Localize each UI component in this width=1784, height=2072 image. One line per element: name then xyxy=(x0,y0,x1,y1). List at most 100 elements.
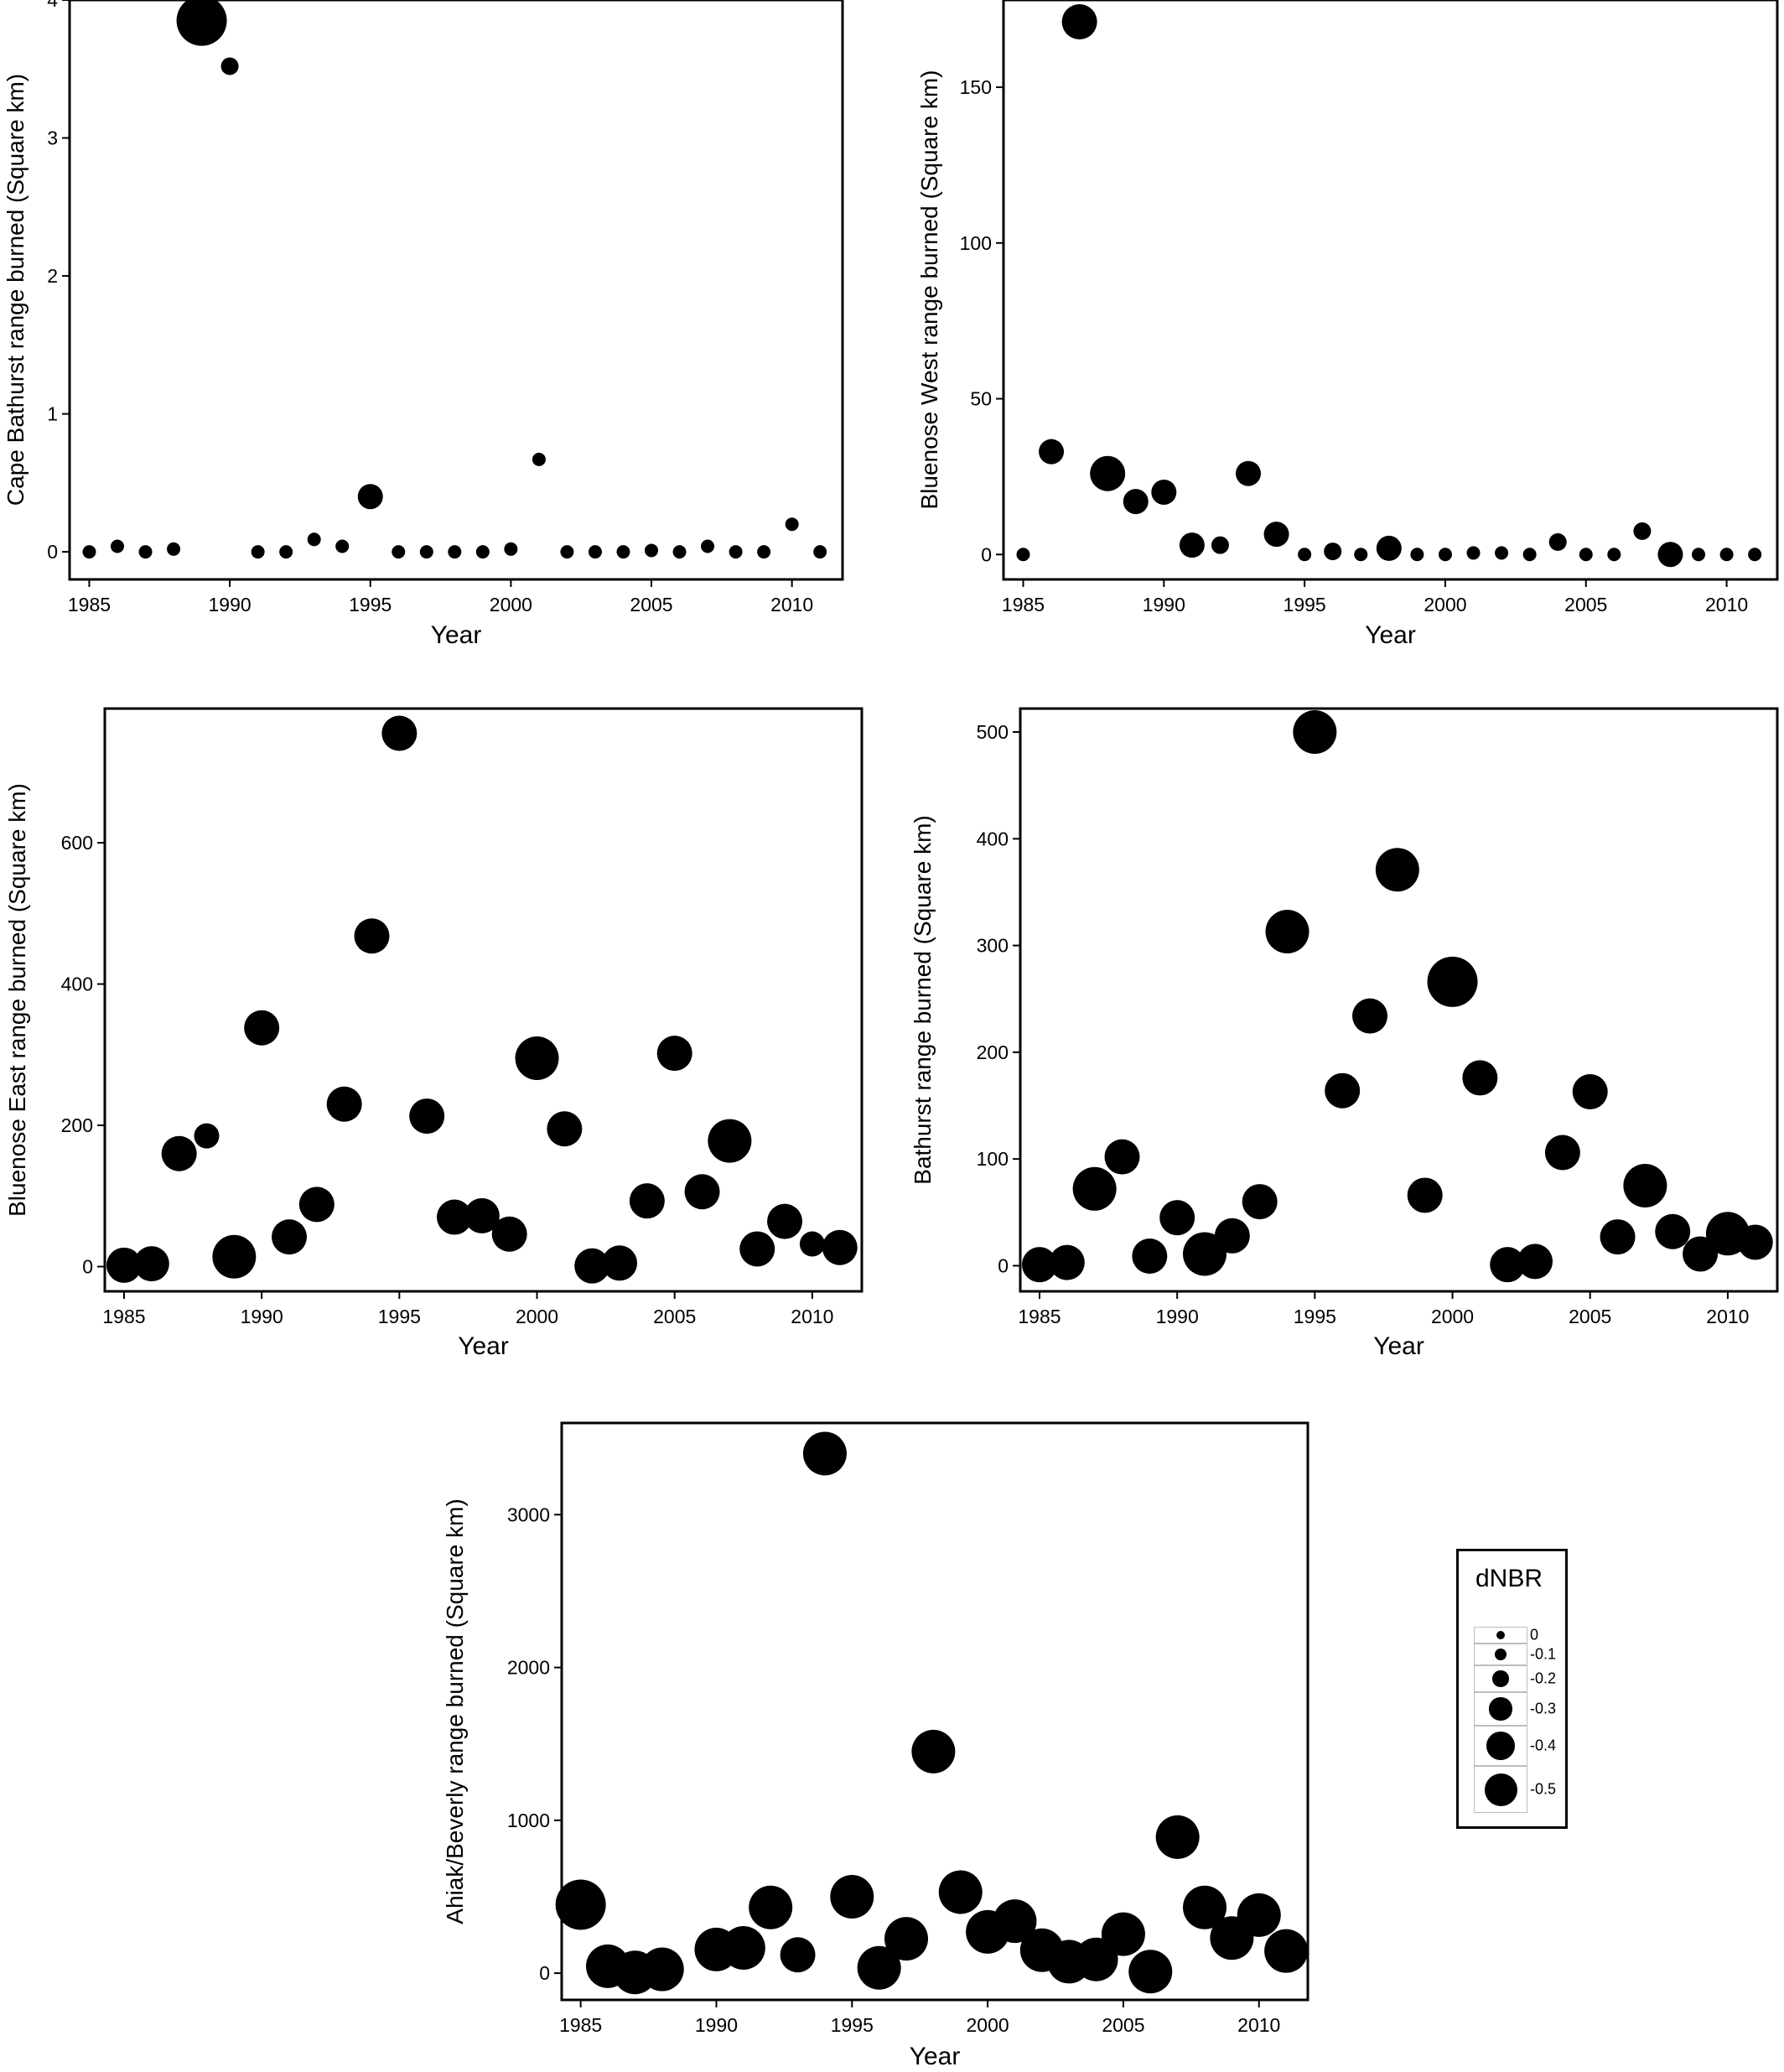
data-point xyxy=(1325,1072,1361,1109)
legend-label: 0 xyxy=(1530,1626,1539,1644)
data-point xyxy=(547,1111,583,1147)
data-point xyxy=(616,545,630,559)
panel-3: 1985 1990 1995 2000 2005 2010 0 200 400 600 Year Bl… xyxy=(4,707,863,1360)
x-tick-label: 1995 xyxy=(349,594,392,615)
data-point xyxy=(645,543,659,558)
x-axis-label: Year xyxy=(1373,1332,1424,1360)
legend-key: -0.3 xyxy=(1474,1692,1556,1726)
y-tick-label: 50 xyxy=(970,388,992,410)
y-tick-label: 1 xyxy=(47,403,58,425)
data-point xyxy=(409,1098,445,1135)
data-point xyxy=(1039,439,1065,465)
x-axis-label: Year xyxy=(1365,621,1416,649)
legend-label: -0.2 xyxy=(1530,1670,1557,1687)
y-tick-label: 3000 xyxy=(507,1503,550,1525)
data-point xyxy=(1683,1236,1719,1272)
data-point xyxy=(1104,1139,1140,1175)
data-point xyxy=(1548,532,1567,551)
x-tick-label: 2000 xyxy=(1424,594,1466,615)
x-tick-label: 1985 xyxy=(1018,1306,1061,1327)
data-point xyxy=(1522,548,1537,562)
x-tick-label: 1985 xyxy=(102,1306,145,1327)
data-point xyxy=(1737,1224,1773,1260)
data-point xyxy=(602,1245,638,1281)
data-point xyxy=(475,545,490,559)
y-tick-label: 0 xyxy=(981,543,992,565)
x-tick-label: 1990 xyxy=(1143,594,1185,615)
data-point xyxy=(1517,1244,1553,1280)
data-point xyxy=(938,1870,983,1914)
data-point xyxy=(1214,1218,1250,1254)
legend-dot xyxy=(1495,1649,1507,1660)
data-point xyxy=(1021,1247,1057,1283)
data-point xyxy=(381,715,417,751)
data-point xyxy=(1407,1177,1443,1213)
data-point xyxy=(1495,546,1509,560)
legend-dot xyxy=(1492,1670,1509,1687)
data-point xyxy=(251,545,265,559)
plot-frame xyxy=(103,707,863,1293)
data-point xyxy=(212,1234,257,1279)
data-point xyxy=(1544,1135,1580,1171)
data-point xyxy=(504,542,518,556)
data-point xyxy=(354,918,390,954)
y-tick-label: 0 xyxy=(47,541,58,563)
y-tick-label: 150 xyxy=(960,76,992,98)
x-tick-label: 1995 xyxy=(831,2014,874,2036)
y-tick-label: 600 xyxy=(61,832,93,854)
data-point xyxy=(491,1216,527,1252)
data-point xyxy=(1159,1200,1195,1236)
data-point xyxy=(1128,1950,1173,1994)
data-point xyxy=(757,545,771,559)
data-point xyxy=(419,545,433,559)
legend-label: -0.4 xyxy=(1530,1737,1557,1754)
panel-4: 1985 1990 1995 2000 2005 2010 0 100 200 300 400 500… xyxy=(910,707,1779,1360)
x-tick-label: 1990 xyxy=(209,594,252,615)
dnbr-legend: dNBR 0 -0.1 -0.2 -0.3 -0.4 -0.5 xyxy=(1456,1549,1568,1829)
data-point xyxy=(220,57,239,75)
data-point xyxy=(1049,1244,1085,1280)
x-tick-label: 1990 xyxy=(695,2014,738,2036)
data-point xyxy=(167,542,181,556)
data-point xyxy=(1264,1929,1309,1973)
data-point xyxy=(532,452,546,466)
data-point xyxy=(721,1926,765,1971)
x-tick-label: 2000 xyxy=(1431,1306,1474,1327)
data-point xyxy=(993,1899,1037,1944)
data-point xyxy=(1155,1815,1200,1859)
y-axis-label: Bluenose West range burned (Square km) xyxy=(916,70,942,510)
data-point xyxy=(1579,548,1593,562)
data-point xyxy=(133,1246,169,1282)
x-tick-label: 2005 xyxy=(1102,2014,1144,2036)
data-point xyxy=(161,1135,197,1171)
y-tick-label: 2 xyxy=(47,265,58,287)
data-point xyxy=(176,0,227,46)
data-point xyxy=(1293,710,1337,755)
data-point xyxy=(884,1917,929,1961)
legend-key: -0.5 xyxy=(1474,1766,1556,1813)
x-axis-label: Year xyxy=(458,1332,509,1360)
x-tick-label: 2005 xyxy=(653,1306,696,1327)
data-point xyxy=(298,1187,334,1223)
x-tick-label: 2005 xyxy=(630,594,672,615)
legend-dot xyxy=(1496,1630,1506,1640)
data-point xyxy=(729,545,743,559)
data-point xyxy=(1376,535,1402,561)
legend-dot xyxy=(1489,1697,1512,1721)
y-axis-label: Bluenose East range burned (Square km) xyxy=(4,783,30,1217)
y-tick-label: 100 xyxy=(960,232,992,254)
x-tick-label: 1995 xyxy=(1284,594,1326,615)
legend-key: -0.4 xyxy=(1474,1726,1556,1766)
legend-dot xyxy=(1486,1732,1515,1760)
data-point xyxy=(515,1036,559,1080)
plot-frame xyxy=(560,1421,1309,2002)
x-tick-label: 1995 xyxy=(378,1306,421,1327)
x-axis-label: Year xyxy=(431,621,482,649)
x-tick-label: 2010 xyxy=(1705,594,1748,615)
data-point xyxy=(1352,998,1388,1034)
data-point xyxy=(1324,543,1342,561)
data-point xyxy=(1101,1912,1145,1956)
legend-key: 0 xyxy=(1474,1627,1538,1644)
data-point xyxy=(1655,1213,1691,1249)
data-point xyxy=(448,545,462,559)
